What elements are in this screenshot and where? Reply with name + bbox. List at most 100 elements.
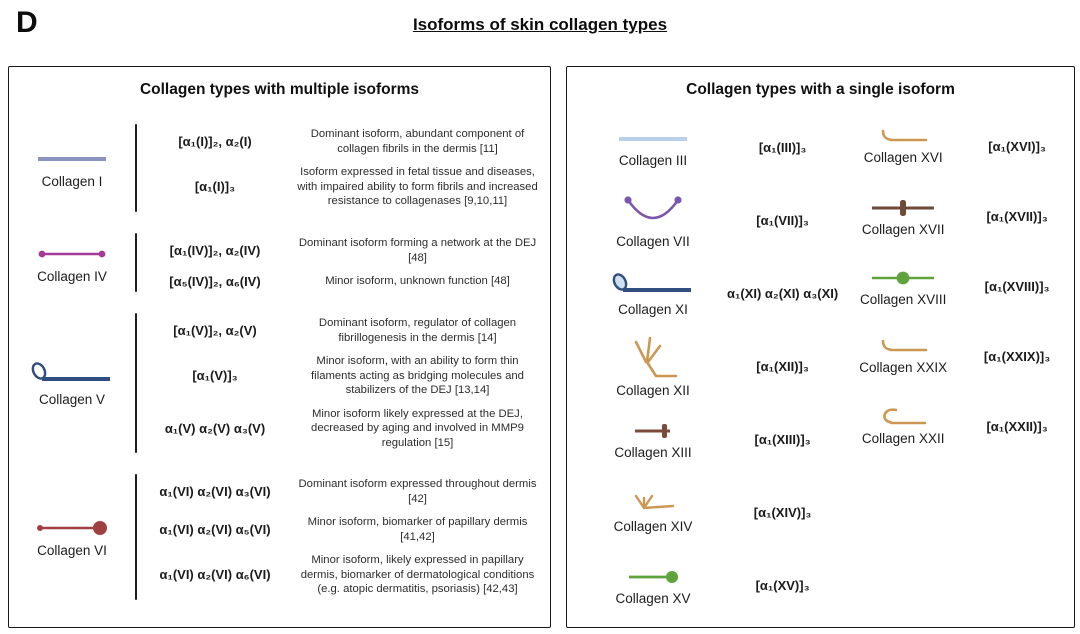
collagen-vi-isoform-row-3: α₁(VI) α₂(VI) α₆(VI) Minor isoform, likel… (137, 553, 542, 596)
collagen-xxix-formula: [α₁(XXIX)]₃ (983, 348, 1051, 364)
collagen-iii-formula: [α₁(III)]₃ (758, 140, 807, 155)
collagen-xv-label: Collagen XV (615, 591, 691, 606)
collagen-xiii-line-plus-icon (630, 419, 676, 443)
collagen-xxii-figure: Collagen XXII (838, 407, 968, 446)
multiple-isoforms-panel-title: Collagen types with multiple isoforms (139, 81, 420, 98)
collagen-xvi-label: Collagen XVI (863, 149, 943, 165)
collagen-vi-figure: Collagen VI (9, 472, 135, 601)
collagen-iv-isoform-description-1: Dominant isoform forming a network at th… (298, 237, 537, 264)
collagen-v-isoforms: [α₁(V)]₂, α₂(V) Dominant isoform, regulat… (137, 311, 544, 455)
collagen-xviii-formula: [α₁(XVIII)]₃ (984, 278, 1050, 294)
collagen-i-isoform-description-1: Dominant isoform, abundant component of … (310, 128, 525, 155)
collagen-iii-figure: Collagen III (579, 127, 727, 168)
collagen-vii-figure: Collagen VII (579, 192, 727, 249)
collagen-xxii-bent-hook-icon (876, 407, 930, 429)
panels-container: Collagen types with multiple isoforms Co… (8, 66, 1075, 628)
collagen-v-isoform-formula-1: [α₁(V)]₂, α₂(V) (173, 323, 257, 339)
collagen-vii-curve-icon (621, 192, 685, 232)
collagen-i-line-icon (32, 147, 112, 171)
collagen-iii-entry: Collagen III [α₁(III)]₃ (579, 111, 838, 184)
collagen-xiii-entry: Collagen XIII [α₁(XIII)]₃ (579, 403, 838, 476)
collagen-xiv-arrow-fork-icon (628, 491, 678, 517)
collagen-i-isoform-row-1: [α₁(I)]₂, α₂(I) Dominant isoform, abundan… (137, 127, 542, 156)
collagen-vi-line-bigdot-icon (32, 516, 112, 540)
collagen-xviii-entry: Collagen XVIII [α₁(XVIII)]₃ (838, 251, 1066, 321)
collagen-xiv-formula: [α₁(XIV)]₃ (753, 505, 812, 520)
collagen-v-isoform-row-3: α₁(V) α₂(V) α₃(V) Minor isoform likely ex… (137, 407, 542, 450)
figure-title: Isoforms of skin collagen types (412, 15, 668, 34)
collagen-xv-line-dot-icon (624, 565, 682, 589)
collagen-xxii-label: Collagen XXII (861, 430, 945, 446)
collagen-v-isoform-formula-2: [α₁(V)]₃ (192, 368, 238, 384)
collagen-xviii-figure: Collagen XVIII (838, 266, 968, 307)
collagen-vi-label: Collagen VI (37, 543, 107, 558)
single-isoform-columns: Collagen III [α₁(III)]₃ Collagen VII [α₁(VI… (567, 103, 1074, 627)
collagen-xi-figure: Collagen XI (579, 270, 727, 317)
collagen-iv-isoform-row-1: [α₁(IV)]₂, α₂(IV) Dominant isoform formin… (137, 236, 542, 265)
collagen-xiv-label: Collagen XIV (613, 519, 693, 534)
collagen-xii-fork-icon (624, 335, 682, 381)
collagen-i-figure: Collagen I (9, 122, 135, 213)
collagen-vi-isoform-row-2: α₁(VI) α₂(VI) α₅(VI) Minor isoform, bioma… (137, 515, 542, 544)
collagen-vi-isoform-description-3: Minor isoform, likely expressed in papil… (300, 554, 535, 596)
collagen-xiii-formula: [α₁(XIII)]₃ (754, 432, 811, 447)
collagen-i-group: Collagen I [α₁(I)]₂, α₂(I) Dominant isofor… (9, 122, 544, 213)
collagen-xv-formula: [α₁(XV)]₃ (755, 578, 810, 593)
figure-label: D (16, 6, 38, 39)
collagen-xiii-figure: Collagen XIII (579, 419, 727, 460)
collagen-xxix-figure: Collagen XXIX (838, 338, 968, 375)
collagen-vi-group: Collagen VI α₁(VI) α₂(VI) α₃(VI) Dominant … (9, 472, 544, 601)
collagen-i-isoform-row-2: [α₁(I)]₃ Isoform expressed in fetal tissu… (137, 165, 542, 208)
collagen-iv-line-dots-icon (34, 242, 110, 266)
collagen-xv-entry: Collagen XV [α₁(XV)]₃ (579, 549, 838, 622)
collagen-xvi-formula: [α₁(XVI)]₃ (988, 138, 1046, 154)
collagen-xvi-hook-icon (875, 128, 931, 148)
collagen-xi-label: Collagen XI (618, 302, 688, 317)
collagen-xvii-label: Collagen XVII (861, 221, 945, 237)
collagen-iv-divider (135, 233, 137, 292)
collagen-xiv-entry: Collagen XIV [α₁(XIV)]₃ (579, 476, 838, 549)
single-isoform-panel-title: Collagen types with a single isoform (686, 81, 955, 98)
panel-single-isoform: Collagen types with a single isoform Col… (566, 66, 1075, 628)
collagen-xvii-formula: [α₁(XVII)]₃ (986, 208, 1048, 224)
collagen-vi-isoform-formula-2: α₁(VI) α₂(VI) α₅(VI) (159, 522, 271, 538)
collagen-xvii-line-midplus-icon (869, 196, 937, 220)
collagen-vi-isoform-description-2: Minor isoform, biomarker of papillary de… (307, 516, 528, 543)
collagen-vi-isoforms: α₁(VI) α₂(VI) α₃(VI) Dominant isoform exp… (137, 472, 544, 601)
collagen-xxix-entry: Collagen XXIX [α₁(XXIX)]₃ (838, 321, 1066, 391)
collagen-iv-isoform-row-2: [α₅(IV)]₂, α₆(IV) Minor isoform, unknown … (137, 274, 542, 289)
collagen-xi-line-loop-icon (609, 270, 697, 300)
collagen-iv-isoforms: [α₁(IV)]₂, α₂(IV) Dominant isoform formin… (137, 231, 544, 294)
collagen-xxix-hook-icon (875, 338, 931, 358)
collagen-v-figure: Collagen V (9, 311, 135, 455)
collagen-xvi-entry: Collagen XVI [α₁(XVI)]₃ (838, 111, 1066, 181)
collagen-v-isoform-row-1: [α₁(V)]₂, α₂(V) Dominant isoform, regulat… (137, 316, 542, 345)
collagen-xiii-label: Collagen XIII (614, 445, 692, 460)
collagen-iv-figure: Collagen IV (9, 231, 135, 294)
collagen-vi-isoform-description-1: Dominant isoform expressed throughout de… (298, 478, 537, 505)
collagen-iii-line-icon (613, 127, 693, 151)
collagen-vii-formula: [α₁(VII)]₃ (756, 213, 809, 228)
panel-multiple-isoforms: Collagen types with multiple isoforms Co… (8, 66, 551, 628)
collagen-i-isoform-description-2: Isoform expressed in fetal tissue and di… (297, 166, 538, 208)
collagen-xvii-figure: Collagen XVII (838, 196, 968, 237)
collagen-iv-group: Collagen IV [α₁(IV)]₂, α₂(IV) Dominant iso… (9, 231, 544, 294)
collagen-i-isoform-formula-2: [α₁(I)]₃ (194, 179, 236, 195)
collagen-vi-isoform-row-1: α₁(VI) α₂(VI) α₃(VI) Dominant isoform exp… (137, 477, 542, 506)
collagen-xii-label: Collagen XII (616, 383, 690, 398)
collagen-i-isoforms: [α₁(I)]₂, α₂(I) Dominant isoform, abundan… (137, 122, 544, 213)
collagen-v-isoform-formula-3: α₁(V) α₂(V) α₃(V) (164, 420, 266, 436)
collagen-v-isoform-description-3: Minor isoform likely expressed at the DE… (311, 407, 524, 449)
collagen-iv-isoform-description-2: Minor isoform, unknown function [48] (325, 275, 510, 288)
collagen-xi-entry: Collagen XI α₁(XI) α₂(XI) α₃(XI) (579, 257, 838, 330)
collagen-xi-formula: α₁(XI) α₂(XI) α₃(XI) (727, 286, 839, 301)
collagen-vii-label: Collagen VII (616, 234, 690, 249)
collagen-xvi-figure: Collagen XVI (838, 128, 968, 165)
collagen-xii-figure: Collagen XII (579, 335, 727, 398)
collagen-vi-isoform-formula-3: α₁(VI) α₂(VI) α₆(VI) (159, 567, 271, 583)
single-isoform-column-2: Collagen XVI [α₁(XVI)]₃ Collagen XVII [α₁(X… (838, 111, 1066, 623)
collagen-v-divider (135, 313, 137, 454)
collagen-xii-formula: [α₁(XII)]₃ (756, 359, 809, 374)
collagen-iii-label: Collagen III (618, 153, 688, 168)
